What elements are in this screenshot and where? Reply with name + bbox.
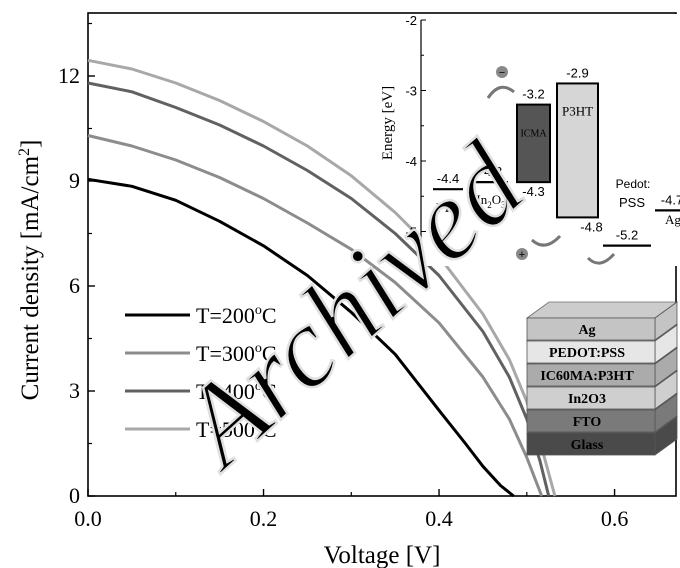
y-axis-label: Current density [mA/cm2] (16, 140, 44, 401)
stack-layer-label: Ag (578, 323, 595, 338)
series-line-2 (87, 134, 544, 497)
energy-diagram-inset: -2 -3 -4 -5 Energy [eV] -4.4 -4.3 -5.2 -4.7 FTO In… (380, 13, 680, 266)
energy-level-value: -5.2 (616, 228, 638, 243)
stack-layer-label: PEDOT:PSS (549, 346, 625, 361)
energy-box-top-value: -3.2 (522, 87, 544, 102)
energy-tick-label: -3 (405, 84, 417, 99)
energy-level-value: -4.4 (437, 171, 459, 186)
energy-box-bottom-value: -4.3 (522, 184, 544, 199)
series-line-3 (87, 81, 551, 497)
legend-label: T=300oC (196, 341, 277, 366)
stack-layer-front (526, 409, 656, 433)
x-tick-label: 0.6 (601, 506, 629, 531)
main-series (87, 58, 557, 498)
electron-sign: − (499, 67, 505, 79)
x-tick-label: 0.2 (250, 506, 278, 531)
label-pss: PSS (619, 195, 645, 210)
y-tick-label: 12 (58, 63, 80, 88)
energy-box-label: ICMA (520, 129, 547, 140)
energy-level-value: -4.7 (661, 192, 680, 207)
series-line-4 (87, 58, 557, 497)
stack-layer-label: IC60MA:P3HT (540, 369, 634, 384)
y-tick-label: 6 (69, 273, 80, 298)
hole-icon (516, 248, 528, 260)
stack-layer-front (526, 340, 656, 364)
label-ag: Ag (665, 212, 680, 227)
x-tick-label: 0.4 (425, 506, 453, 531)
stack-layer-front (526, 432, 656, 456)
electron-icon (496, 66, 508, 78)
stack-layer-label: Glass (571, 438, 604, 453)
energy-axis-label: Energy [eV] (380, 86, 396, 160)
legend-label: T=400oC (196, 379, 277, 404)
x-axis-label: Voltage [V] (324, 542, 441, 568)
label-fto: FTO (436, 200, 460, 215)
series-line-1 (87, 177, 515, 498)
arrow-hole-transfer (530, 234, 562, 247)
energy-level-value: -4.3 (480, 164, 502, 179)
energy-tick-label: -4 (405, 154, 417, 169)
legend: T=200oC T=300oC T=400oC T=500oC (125, 303, 277, 442)
stack-layer-front (526, 317, 656, 341)
hole-sign: + (519, 249, 525, 261)
stack-layer-label: FTO (573, 415, 602, 430)
device-stack: Glass FTO In2O3 IC60MA:P3HT PEDOT:PSS Ag (525, 301, 679, 456)
legend-label: T=500oC (196, 417, 277, 442)
label-in2o3: In2O3 (476, 192, 506, 210)
arrow-electron-transfer (486, 85, 515, 99)
energy-box-top-value: -2.9 (566, 65, 588, 80)
legend-label: T=200oC (196, 303, 277, 328)
energy-tick-label: -2 (405, 13, 417, 28)
stack-layer-front (526, 363, 656, 387)
x-tick-label: 0.0 (74, 506, 102, 531)
y-tick-label: 3 (69, 378, 80, 403)
energy-box (516, 103, 551, 184)
energy-box (556, 82, 599, 219)
stack-layer-label: In2O3 (568, 392, 606, 407)
stack-layer-top (525, 301, 679, 319)
main-axes: 0.0 0.2 0.4 0.6 0 3 6 9 12 (58, 12, 677, 531)
energy-box-label: P3HT (562, 103, 593, 118)
energy-box-bottom-value: -4.8 (580, 219, 602, 234)
label-pedot: Pedot: (616, 177, 651, 191)
stack-layer-front (526, 386, 656, 410)
y-tick-label: 0 (69, 483, 80, 508)
y-tick-label: 9 (69, 168, 80, 193)
arrow-hole-extraction (586, 252, 616, 265)
energy-tick-label: -5 (405, 225, 417, 240)
